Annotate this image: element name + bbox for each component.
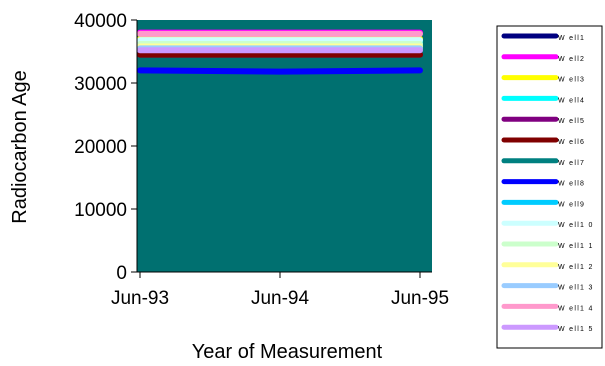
y-tick-labels: 0 10000 20000 30000 40000 [74,11,127,284]
legend-label-15: W ell1 5 [558,326,594,333]
legend-label-5: W ell5 [558,118,585,125]
legend-items: W ell1 W ell2 W ell3 W ell4 W ell5 W ell6 W el… [501,33,594,333]
legend-label-10: W ell1 0 [558,222,594,229]
y-tick-label: 0 [116,263,127,284]
x-axis-title: Year of Measurement [192,341,383,363]
legend-label-8: W ell8 [558,181,585,188]
x-tick-label: Jun-94 [251,288,310,309]
plot-area [137,20,432,272]
x-tick-label: Jun-93 [111,288,169,309]
y-axis-title: Radiocarbon Age [9,70,31,223]
legend-label-6: W ell6 [558,139,585,146]
legend-label-11: W ell1 1 [558,243,594,250]
legend-label-12: W ell1 2 [558,264,594,271]
legend-label-1: W ell1 [558,35,585,42]
legend-box [496,25,603,349]
y-tick-label: 10000 [74,200,127,221]
axes [131,19,432,278]
series-layer [137,29,423,75]
legend-label-3: W ell3 [558,77,585,84]
y-tick-label: 30000 [74,74,127,95]
x-tick-labels: Jun-93 Jun-94 Jun-95 [111,288,449,309]
x-tick-label: Jun-95 [391,288,449,309]
y-tick-label: 20000 [74,137,127,158]
legend-label-14: W ell1 4 [558,305,594,312]
series-line-8 [137,67,423,75]
legend-label-7: W ell7 [558,160,585,167]
legend-label-2: W ell2 [558,56,585,63]
y-tick-label: 40000 [74,11,127,32]
legend-label-13: W ell1 3 [558,285,594,292]
legend: W ell1 W ell2 W ell3 W ell4 W ell5 W ell6 W el… [496,25,603,349]
legend-label-9: W ell9 [558,201,585,208]
legend-label-4: W ell4 [558,97,585,104]
